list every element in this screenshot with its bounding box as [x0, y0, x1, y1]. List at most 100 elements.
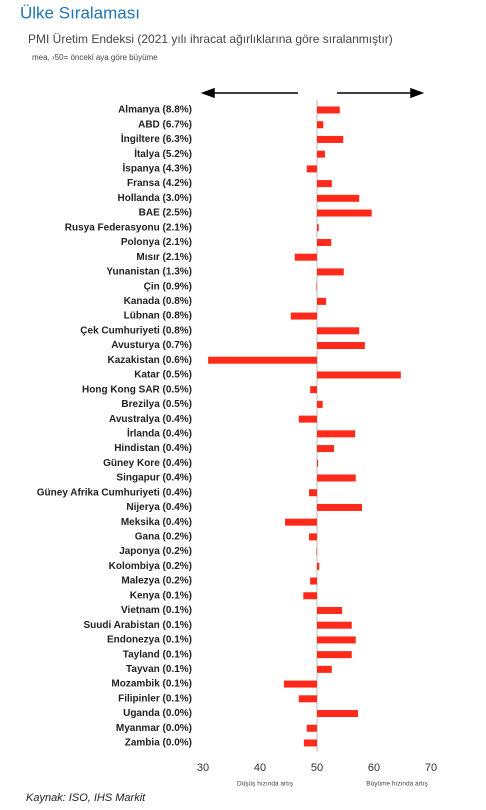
x-tick-label: 70 [425, 762, 437, 774]
y-tick-label: Malezya (0.2%) [121, 576, 192, 587]
left-label: Düşüş hızında artış [237, 781, 294, 788]
bar [306, 165, 317, 173]
y-tick-label: Lübnan (0.8%) [124, 311, 192, 322]
bar [317, 327, 360, 335]
y-tick-label: Tayland (0.1%) [123, 649, 192, 660]
bar [317, 474, 356, 482]
bar [317, 459, 319, 467]
bar [317, 606, 343, 614]
y-tick-label: İtalya (5.2%) [134, 147, 192, 160]
bar [317, 238, 332, 246]
arrows [200, 87, 425, 99]
bar [317, 562, 320, 570]
bar [317, 209, 372, 217]
bar [317, 180, 332, 188]
y-tick-label: Mozambik (0.1%) [111, 679, 192, 690]
bar [317, 445, 335, 453]
y-tick-label: Hollanda (3.0%) [118, 193, 192, 204]
y-tick-label: Mısır (2.1%) [136, 252, 192, 263]
y-tick-label: Avustralya (0.4%) [109, 414, 192, 425]
bar [317, 121, 324, 129]
bar [317, 135, 344, 143]
bar [310, 577, 317, 585]
y-tick-label: Avusturya (0.7%) [111, 340, 192, 351]
bar [283, 680, 317, 688]
bar [317, 636, 356, 644]
bar [309, 533, 317, 541]
y-tick-label: Çin (0.9%) [144, 281, 192, 292]
y-tick-label: Kolombiya (0.2%) [109, 561, 192, 572]
bar [294, 253, 317, 261]
y-tick-label: İrlanda (0.4%) [127, 426, 192, 439]
bar [317, 194, 360, 202]
bar [298, 415, 317, 423]
bar [306, 724, 317, 732]
y-tick-label: Hindistan (0.4%) [114, 443, 192, 454]
y-tick-label: Uganda (0.0%) [123, 708, 192, 719]
bar [317, 342, 365, 350]
bar [208, 356, 317, 364]
y-tick-label: Gana (0.2%) [135, 532, 192, 543]
bar [317, 651, 352, 659]
y-tick-label: İspanya (4.3%) [123, 162, 192, 175]
chart-title: Ülke Sıralaması [20, 3, 140, 22]
bar [303, 592, 317, 600]
y-tick-label: Rusya Federasyonu (2.1%) [65, 222, 192, 233]
y-tick-label: Brezilya (0.5%) [121, 399, 192, 410]
y-tick-label: Güney Afrika Cumhuriyeti (0.4%) [37, 487, 192, 498]
bar [317, 621, 352, 629]
y-tick-label: Japonya (0.2%) [119, 546, 192, 557]
y-tick-label: Vietnam (0.1%) [121, 605, 192, 616]
y-tick-label: Hong Kong SAR (0.5%) [82, 384, 192, 395]
y-tick-label: İngiltere (6.3%) [121, 132, 192, 145]
x-tick-label: 50 [311, 762, 323, 774]
y-tick-label: Güney Kore (0.4%) [103, 458, 192, 469]
y-tick-label: Suudi Arabistan (0.1%) [83, 620, 192, 631]
y-tick-label: Kanada (0.8%) [124, 296, 192, 307]
bar [316, 548, 317, 556]
y-tick-label: BAE (2.5%) [139, 208, 192, 219]
bar [317, 150, 325, 158]
bar [317, 430, 356, 438]
y-tick-label: Katar (0.5%) [134, 370, 192, 381]
bar [290, 312, 317, 320]
y-tick-label: Kenya (0.1%) [130, 590, 192, 601]
bar [317, 503, 363, 511]
bar [303, 739, 317, 747]
bar [317, 371, 401, 379]
x-tick-label: 30 [197, 762, 209, 774]
y-tick-label: Kazakistan (0.6%) [108, 355, 192, 366]
bar [310, 386, 317, 394]
x-tick-label: 40 [254, 762, 266, 774]
y-tick-label: Zambia (0.0%) [125, 738, 192, 749]
x-tick-label: 60 [368, 762, 380, 774]
y-tick-label: Nijerya (0.4%) [126, 502, 192, 513]
bar [317, 268, 344, 276]
y-tick-label: Myanmar (0.0%) [116, 723, 192, 734]
bar [285, 518, 317, 526]
bar [317, 665, 332, 673]
y-tick-label: Yunanistan (1.3%) [106, 267, 192, 278]
y-tick-label: Endonezya (0.1%) [107, 635, 192, 646]
y-tick-label: ABD (6.7%) [138, 119, 192, 130]
y-tick-label: Çek Cumhuriyeti (0.8%) [80, 325, 192, 336]
y-tick-label: Filipinler (0.1%) [118, 693, 192, 704]
bar [317, 297, 327, 305]
chart-subtitle: PMI Üretim Endeksi (2021 yılı ihracat ağ… [28, 32, 393, 46]
y-tick-label: Fransa (4.2%) [127, 178, 192, 189]
note: mea, ›50= önceki aya göre büyüme [32, 53, 158, 62]
y-tick-label: Tayvan (0.1%) [126, 664, 192, 675]
source: Kaynak: ISO, IHS Markit [26, 792, 146, 804]
y-tick-label: Polonya (2.1%) [121, 237, 192, 248]
y-tick-label: Almanya (8.8%) [118, 105, 192, 116]
bar [298, 695, 317, 703]
bar [317, 224, 319, 232]
bar [317, 106, 340, 114]
bar [316, 283, 317, 291]
y-tick-label: Singapur (0.4%) [116, 473, 192, 484]
bar [317, 710, 359, 718]
y-tick-label: Meksika (0.4%) [121, 517, 192, 528]
right-label: Büyüme hızında artış [366, 781, 428, 788]
bar [317, 400, 323, 408]
